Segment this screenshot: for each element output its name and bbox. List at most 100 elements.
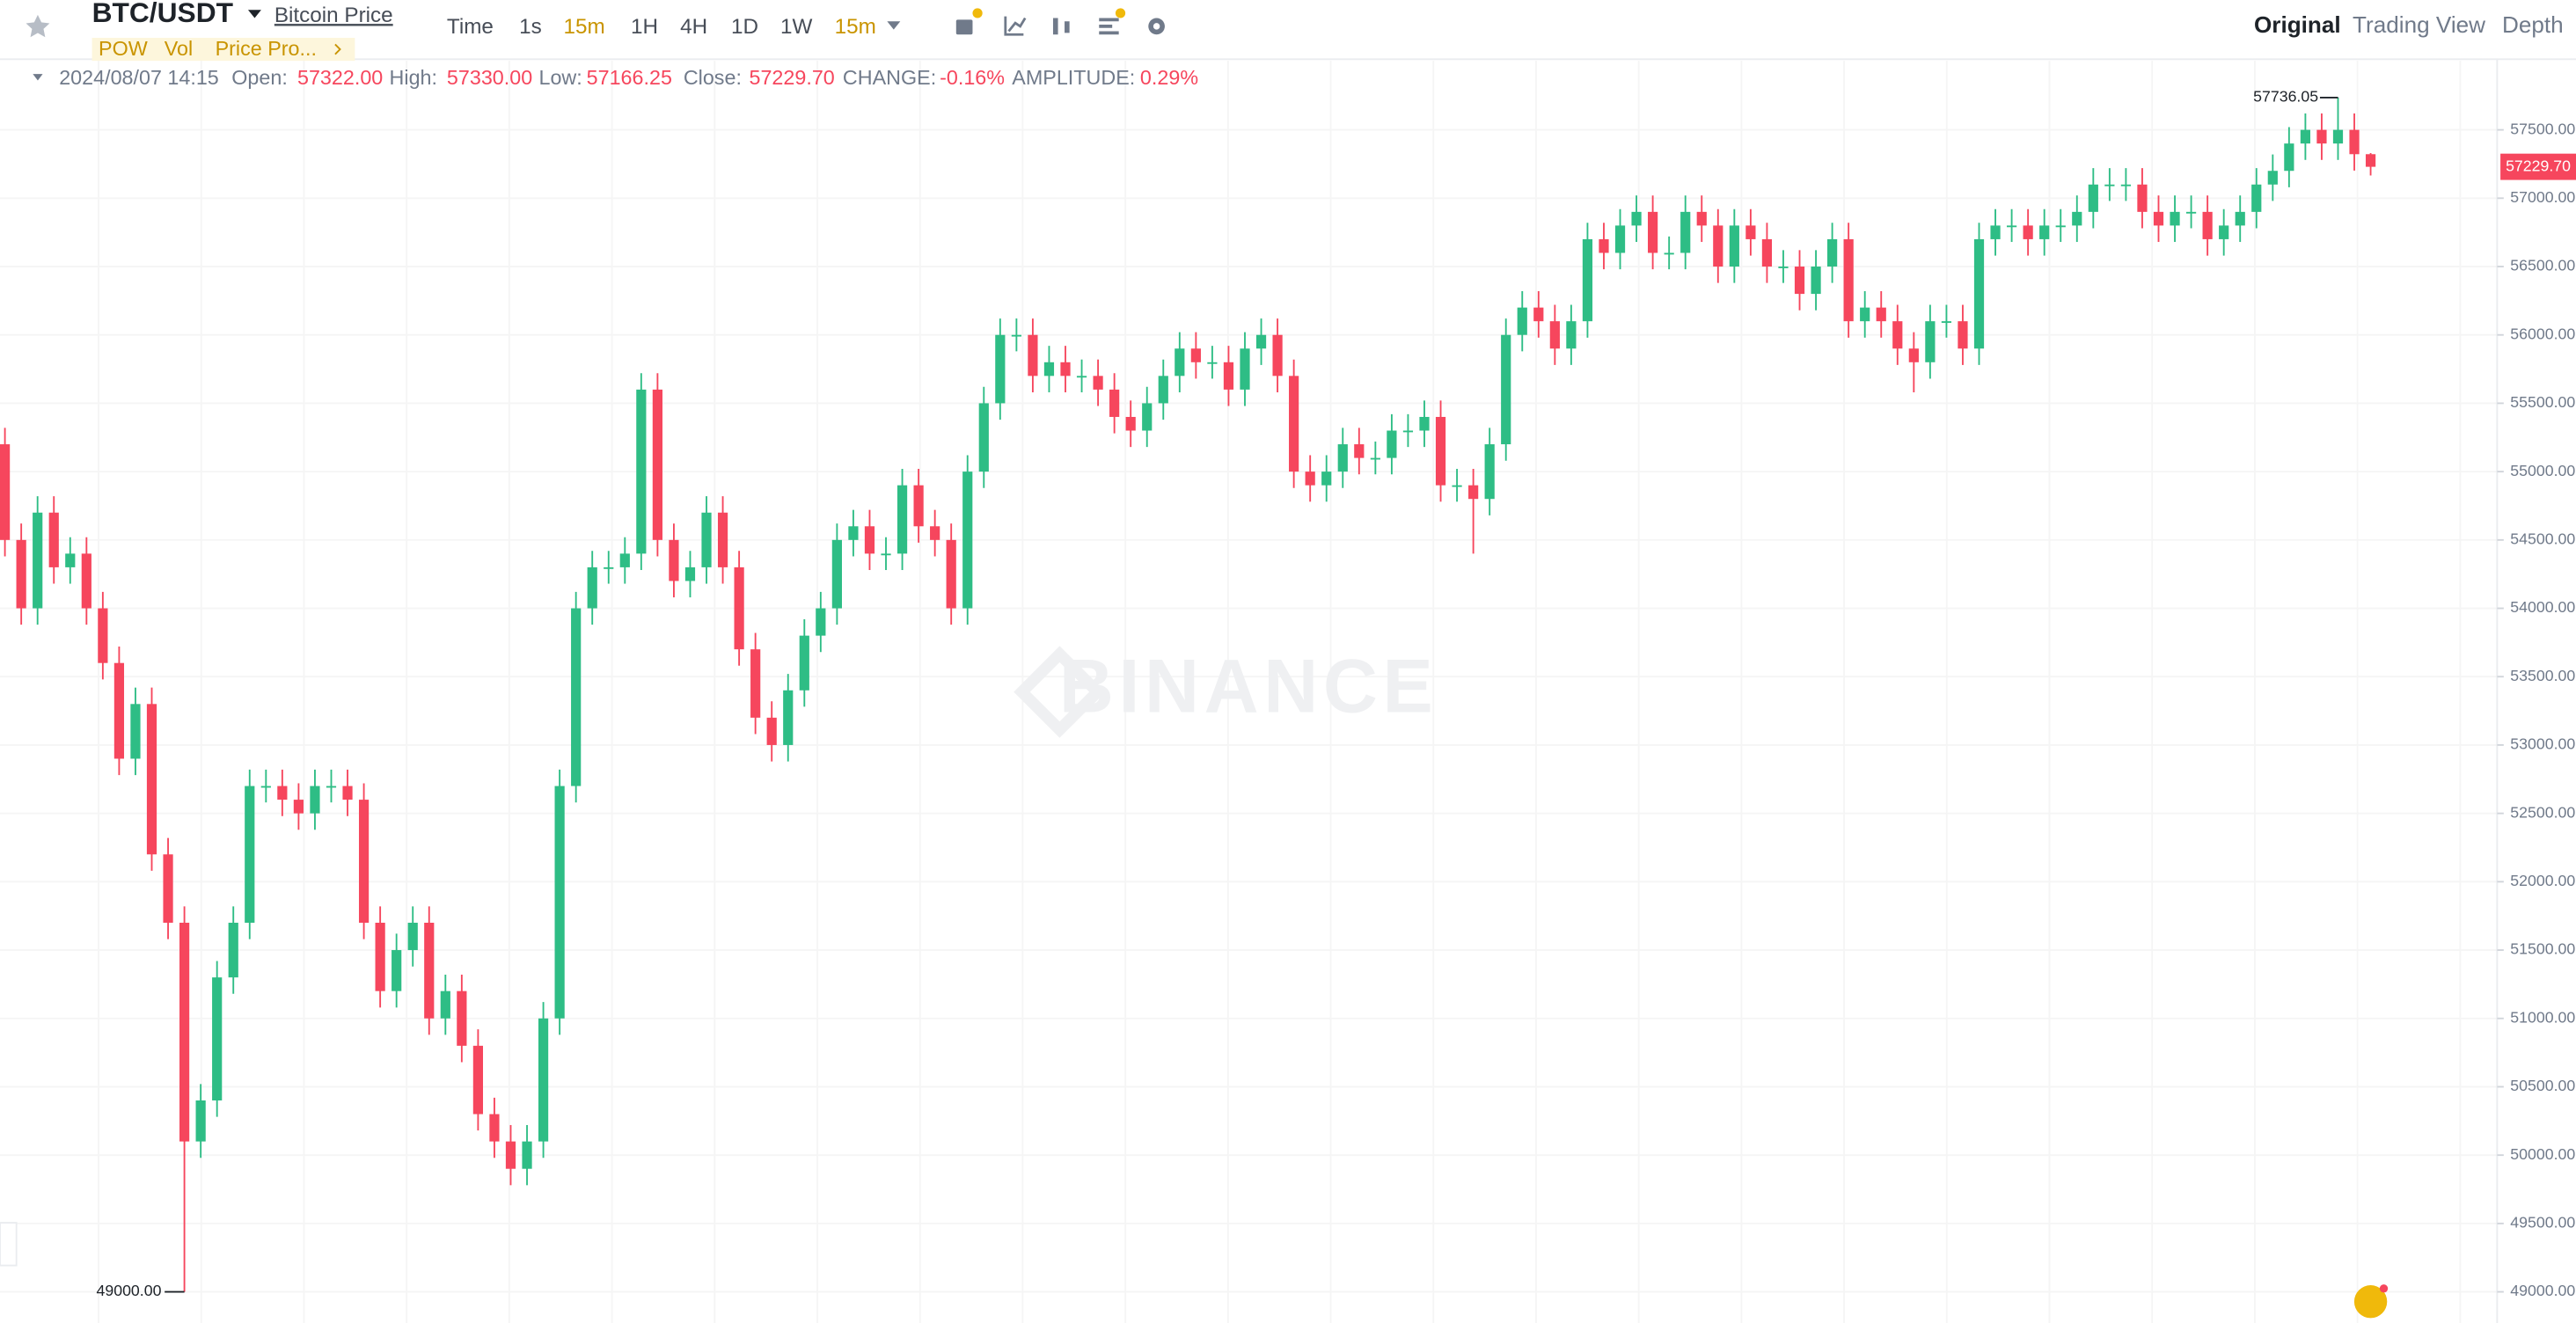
tool-icon[interactable] <box>955 19 973 35</box>
candle-body <box>0 444 11 540</box>
candle-body <box>212 977 223 1100</box>
y-tick-label: 52500.00 <box>2510 803 2575 821</box>
chat-button[interactable] <box>2353 1285 2388 1319</box>
candle-body <box>946 539 956 609</box>
view-tab[interactable]: Original <box>2254 11 2341 38</box>
y-tick-label: 53500.00 <box>2510 667 2575 684</box>
candle-body <box>783 690 794 745</box>
interval-selected[interactable]: 15m <box>835 15 876 39</box>
candle-body <box>669 539 679 581</box>
last-price-tag <box>2500 153 2576 180</box>
info-value: 57166.25 <box>587 66 672 89</box>
min-label: 49000.00 <box>97 1282 162 1299</box>
candle-body <box>326 786 337 788</box>
watermark-logo <box>1014 646 1106 738</box>
candle-body <box>1387 430 1397 458</box>
candle-body <box>1289 376 1299 472</box>
candle-body <box>2153 211 2164 226</box>
candle-body <box>1435 416 1446 486</box>
candle-body <box>1745 225 1756 239</box>
symbol-dropdown[interactable] <box>247 10 261 18</box>
interval[interactable]: 1s <box>519 15 542 39</box>
candle-body <box>1158 376 1168 404</box>
tag[interactable]: Vol <box>165 37 193 60</box>
info-value: 0.29% <box>1140 66 1198 89</box>
candle-body <box>1827 238 1838 267</box>
favorite-star[interactable] <box>26 14 50 38</box>
interval[interactable]: 1H <box>631 15 658 39</box>
candle-body <box>1142 403 1153 431</box>
interval[interactable]: Time <box>447 15 494 39</box>
candle-body <box>1582 238 1593 322</box>
candle-body <box>1109 389 1120 417</box>
candle-body <box>2300 129 2311 144</box>
side-toggle[interactable] <box>0 1222 18 1267</box>
candle-body <box>424 922 435 1019</box>
interval[interactable]: 15m <box>564 15 605 39</box>
y-tick-label: 55000.00 <box>2510 462 2575 479</box>
candle-body <box>1761 238 1773 267</box>
candle-body <box>2137 184 2148 212</box>
candle-body <box>522 1141 532 1169</box>
info-toggle[interactable] <box>33 74 43 81</box>
tag[interactable]: POW <box>99 37 148 60</box>
last-price-label: 57229.70 <box>2506 157 2571 174</box>
candle-body <box>717 512 728 567</box>
candle-body <box>831 539 842 609</box>
candle-body <box>342 786 353 800</box>
interval[interactable]: 1W <box>780 15 812 39</box>
candle-body <box>293 800 304 814</box>
candle-body <box>652 389 662 540</box>
tag[interactable]: Price Pro... <box>216 37 317 60</box>
tool-icon[interactable] <box>1099 18 1119 35</box>
candle-body <box>734 566 744 650</box>
interval[interactable]: 4H <box>680 15 707 39</box>
candle-body <box>1973 238 1985 349</box>
candle-body <box>113 662 125 759</box>
tag-arrow[interactable] <box>334 43 341 55</box>
candle-body <box>1207 362 1218 364</box>
symbol[interactable]: BTC/USDT <box>92 0 234 28</box>
candle-body <box>1468 485 1479 500</box>
interval[interactable]: 1D <box>731 15 758 39</box>
candle-body <box>684 566 696 581</box>
candle-body <box>1419 416 1430 431</box>
chat-badge <box>2379 1284 2389 1293</box>
candle-body <box>195 1100 206 1142</box>
view-tab[interactable]: Trading View <box>2353 11 2485 38</box>
candle-body <box>1517 307 1527 335</box>
candle-body <box>896 485 908 554</box>
info-label: Close: <box>684 66 742 89</box>
candle-body <box>1876 307 1886 322</box>
candle-body <box>962 471 973 609</box>
candle-body <box>750 649 761 718</box>
tool-icon[interactable] <box>1004 16 1027 36</box>
candle-body <box>2023 225 2033 239</box>
info-value: 57229.70 <box>750 66 835 89</box>
tool-icon[interactable] <box>1052 18 1070 35</box>
candle-body <box>98 608 108 663</box>
candle-body <box>538 1018 549 1142</box>
candle-body <box>1549 321 1560 349</box>
tag-bar <box>91 37 355 62</box>
candle-body <box>2267 171 2278 185</box>
candle-body <box>1958 321 1968 349</box>
candle-body <box>2055 225 2066 228</box>
view-tab[interactable]: Depth <box>2502 11 2564 38</box>
info-label: AMPLITUDE: <box>1012 66 1135 89</box>
candle-body <box>1892 321 1903 349</box>
interval-dropdown[interactable] <box>887 21 901 30</box>
candle-body <box>1648 211 1658 253</box>
y-tick-label: 57000.00 <box>2510 188 2575 206</box>
candle-body <box>2365 154 2376 167</box>
price-link[interactable]: Bitcoin Price <box>274 4 393 27</box>
candle-body <box>130 704 141 759</box>
candle-body <box>554 786 565 1019</box>
candle-body <box>2088 184 2098 212</box>
candle-body <box>2349 129 2360 155</box>
candle-body <box>995 334 1006 404</box>
candle-body <box>1941 321 1952 324</box>
candle-body <box>636 389 647 554</box>
candle-body <box>1240 348 1250 390</box>
